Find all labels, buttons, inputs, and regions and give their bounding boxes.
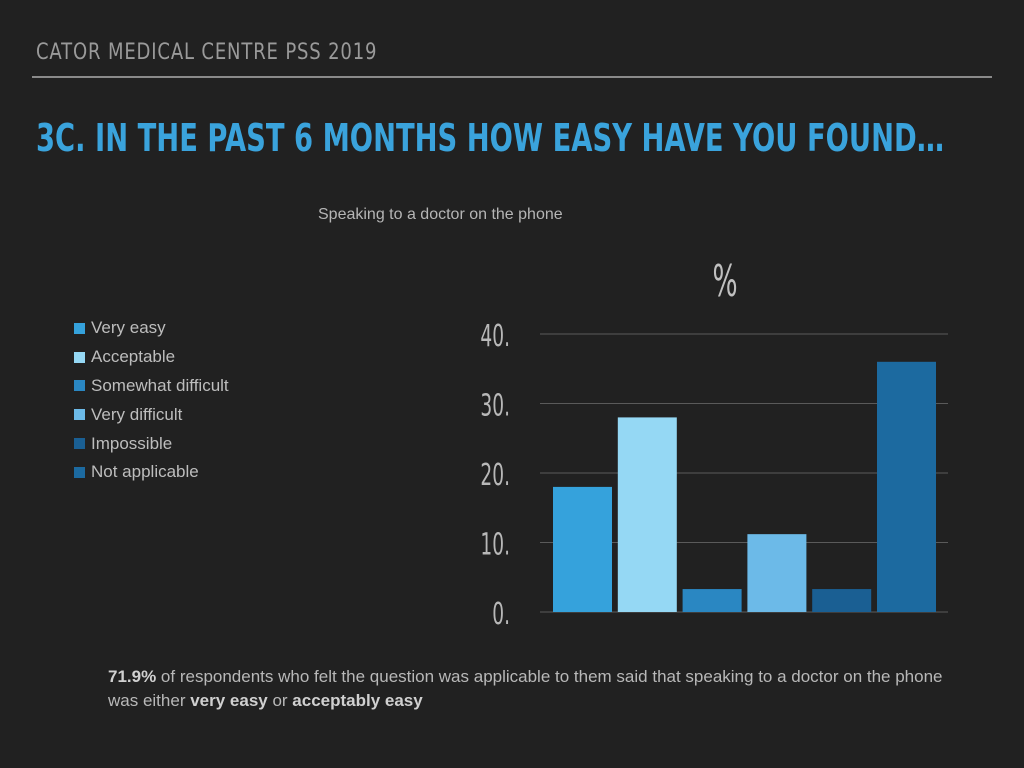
legend-label: Somewhat difficult [91, 375, 229, 395]
y-tick-label: 40. [480, 318, 510, 353]
chart-title: Speaking to a doctor on the phone [318, 206, 563, 223]
legend-swatch [74, 466, 85, 478]
legend-item: Very difficult [74, 400, 229, 429]
y-tick-label: 0. [492, 596, 510, 631]
legend-label: Very easy [91, 318, 166, 338]
bar-very-easy [553, 486, 612, 612]
legend-swatch [74, 351, 85, 363]
summary-highlight-value: 71.9% [108, 667, 157, 686]
legend-swatch [74, 409, 85, 421]
legend-item: Somewhat difficult [74, 372, 229, 401]
legend-item: Not applicable [74, 458, 229, 487]
y-tick-label: 10. [480, 527, 510, 562]
legend-swatch [74, 438, 85, 450]
legend-label: Very difficult [91, 404, 183, 424]
summary-bold-very-easy: very easy [190, 691, 268, 710]
y-tick-label: 20. [480, 457, 510, 492]
slide-title: 3C. IN THE PAST 6 MONTHS HOW EASY HAVE Y… [36, 116, 945, 160]
legend-item: Acceptable [74, 343, 229, 372]
summary-text-part: of respondents who felt the question was… [108, 667, 943, 710]
legend-item: Very easy [74, 314, 229, 343]
legend-swatch [74, 322, 85, 334]
bar-impossible [812, 589, 872, 612]
y-tick-label: 30. [480, 388, 510, 423]
legend-item: Impossible [74, 429, 229, 458]
summary-bold-acceptably-easy: acceptably easy [292, 691, 423, 710]
summary-text-or: or [267, 691, 293, 710]
legend-label: Not applicable [91, 462, 199, 482]
legend-label: Impossible [91, 433, 173, 453]
legend-label: Acceptable [91, 347, 176, 367]
chart-legend: Very easy Acceptable Somewhat difficult Ver… [74, 314, 229, 487]
unit-label: % [712, 255, 737, 307]
summary-text: 71.9% of respondents who felt the questi… [108, 665, 958, 713]
bar-not-applicable [877, 361, 936, 612]
legend-swatch [74, 380, 85, 392]
bar-very-difficult [747, 534, 807, 612]
report-header: CATOR MEDICAL CENTRE PSS 2019 [36, 40, 378, 65]
header-divider [32, 76, 992, 78]
bar-somewhat-difficult [682, 589, 742, 612]
bar-acceptable [617, 417, 677, 612]
